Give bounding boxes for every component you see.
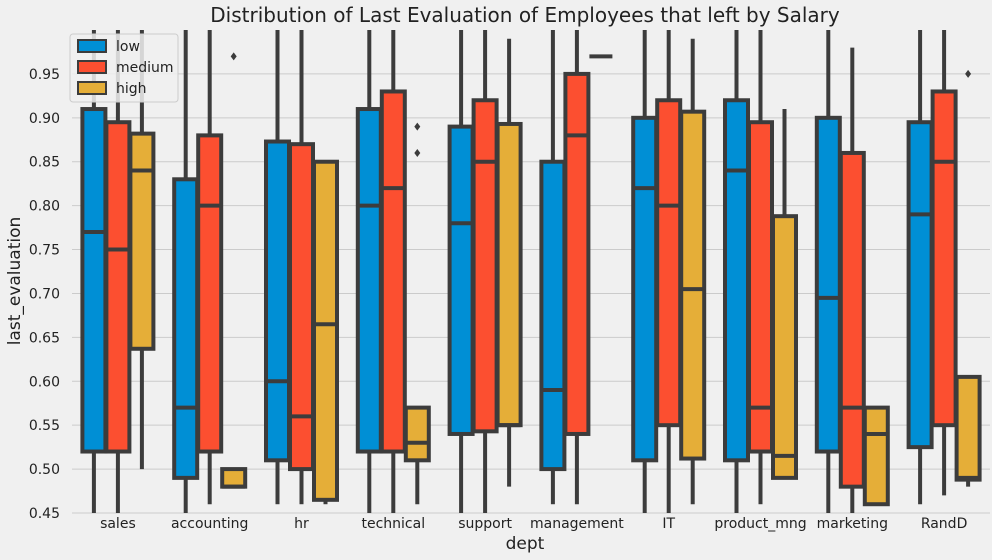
y-tick-label: 0.70	[29, 286, 60, 302]
box-body	[563, 71, 591, 436]
box-medium-management	[563, 30, 591, 505]
box-medium-hr	[288, 30, 315, 505]
box-high-product_mng	[771, 109, 798, 480]
box-body	[128, 131, 156, 351]
box-body	[631, 115, 659, 463]
box-low-accounting	[172, 30, 200, 513]
y-tick-labels: 0.45 0.50 0.55 0.60 0.65 0.70 0.75 0.80 0.85 0.90…	[29, 67, 60, 522]
box-high-RandD	[954, 69, 982, 487]
box-low-hr	[264, 30, 291, 505]
box-body	[196, 133, 224, 454]
box-body	[679, 109, 707, 461]
x-tick-label: product_mng	[714, 516, 806, 532]
box-high-marketing	[862, 405, 890, 507]
box-medium-support	[471, 30, 499, 513]
x-tick-label: RandD	[921, 516, 968, 532]
box-high-IT	[679, 38, 707, 505]
box-high-support	[495, 38, 523, 487]
box-body	[838, 150, 866, 489]
box-low-IT	[631, 30, 659, 513]
box-high-hr	[312, 159, 339, 505]
x-tick-label: hr	[294, 516, 309, 532]
y-axis-title: last_evaluation	[5, 217, 25, 346]
box-body	[906, 120, 934, 450]
y-tick-label: 0.85	[29, 155, 60, 171]
box-body	[220, 467, 248, 489]
box-body	[814, 115, 842, 454]
box-body	[495, 121, 523, 428]
box-body	[471, 98, 499, 434]
outlier-point	[414, 122, 421, 131]
y-tick-label: 0.60	[29, 374, 60, 390]
box-body	[747, 120, 774, 454]
box-body	[264, 139, 291, 463]
legend: low medium high	[69, 33, 179, 103]
x-tick-label: accounting	[171, 516, 248, 532]
y-tick-label: 0.50	[29, 462, 60, 478]
x-tick-label: management	[530, 516, 624, 532]
box-body	[172, 177, 200, 480]
y-tick-label: 0.45	[29, 506, 60, 522]
box-body	[80, 107, 108, 454]
box-body	[655, 98, 683, 428]
x-tick-label: technical	[361, 516, 425, 532]
box-body	[104, 120, 132, 454]
legend-swatch-high	[77, 81, 107, 95]
box-low-management	[539, 30, 567, 505]
box-body	[954, 374, 982, 482]
box-low-marketing	[814, 30, 842, 513]
box-body	[723, 98, 750, 463]
outlier-point	[414, 148, 421, 157]
x-axis-title: dept	[506, 534, 545, 554]
box-high-technical	[403, 122, 431, 505]
legend-swatch-low	[77, 39, 107, 53]
box-medium-marketing	[838, 47, 866, 513]
box-high-accounting	[220, 52, 248, 489]
box-body	[403, 405, 431, 463]
box-medium-RandD	[930, 30, 958, 496]
outlier-point	[230, 52, 237, 61]
x-tick-label: sales	[100, 516, 136, 532]
legend-label-low: low	[116, 39, 140, 55]
box-low-technical	[355, 30, 383, 513]
x-tick-label: marketing	[817, 516, 888, 532]
box-body	[379, 89, 407, 454]
box-low-RandD	[906, 30, 934, 505]
box-body	[539, 159, 567, 472]
box-medium-technical	[379, 30, 407, 513]
box-medium-accounting	[196, 30, 224, 505]
box-body	[771, 214, 798, 480]
boxes-layer	[80, 30, 982, 513]
legend-swatch-medium	[77, 60, 107, 74]
x-tick-labels: sales accounting hr technical support managem…	[100, 516, 967, 532]
y-tick-label: 0.90	[29, 111, 60, 127]
box-low-product_mng	[723, 30, 750, 513]
legend-label-high: high	[116, 81, 147, 97]
box-low-support	[447, 30, 475, 513]
y-tick-label: 0.80	[29, 199, 60, 215]
box-body	[355, 107, 383, 454]
box-body	[312, 159, 339, 502]
box-body	[930, 89, 958, 428]
x-tick-label: support	[458, 516, 512, 532]
box-medium-IT	[655, 30, 683, 513]
box-body	[447, 124, 475, 436]
box-medium-product_mng	[747, 30, 774, 505]
x-tick-label: IT	[662, 516, 675, 532]
legend-label-medium: medium	[116, 60, 174, 76]
outlier-point	[965, 69, 972, 78]
box-body	[862, 405, 890, 507]
box-body	[288, 142, 315, 472]
y-tick-label: 0.55	[29, 418, 60, 434]
chart-title: Distribution of Last Evaluation of Emplo…	[210, 3, 840, 27]
y-tick-label: 0.95	[29, 67, 60, 83]
box-high-sales	[128, 30, 156, 470]
y-tick-label: 0.75	[29, 243, 60, 259]
y-tick-label: 0.65	[29, 330, 60, 346]
